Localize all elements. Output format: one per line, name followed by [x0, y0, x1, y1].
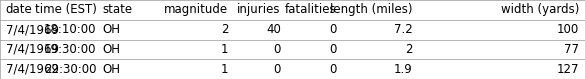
Text: 100: 100	[557, 23, 579, 36]
Text: OH: OH	[102, 23, 121, 36]
Text: fatalities: fatalities	[285, 3, 336, 16]
Text: length (miles): length (miles)	[330, 3, 412, 16]
Text: 0: 0	[329, 23, 336, 36]
Text: 1: 1	[221, 63, 228, 76]
Text: 0: 0	[273, 43, 281, 56]
Text: 1: 1	[221, 43, 228, 56]
Text: 19:30:00: 19:30:00	[44, 43, 97, 56]
Text: 7.2: 7.2	[394, 23, 412, 36]
Text: width (yards): width (yards)	[501, 3, 579, 16]
Text: state: state	[102, 3, 132, 16]
Text: 7/4/1969: 7/4/1969	[6, 43, 59, 56]
Text: 0: 0	[329, 63, 336, 76]
Text: 1.9: 1.9	[394, 63, 412, 76]
Text: 0: 0	[329, 43, 336, 56]
Text: injuries: injuries	[238, 3, 281, 16]
Text: magnitude: magnitude	[164, 3, 228, 16]
Text: 40: 40	[266, 23, 281, 36]
Text: 77: 77	[564, 43, 579, 56]
Text: date: date	[6, 3, 33, 16]
Text: 7/4/1969: 7/4/1969	[6, 63, 59, 76]
Text: 2: 2	[221, 23, 228, 36]
Text: 18:10:00: 18:10:00	[44, 23, 97, 36]
Text: 0: 0	[273, 63, 281, 76]
Text: 22:30:00: 22:30:00	[44, 63, 97, 76]
Text: OH: OH	[102, 43, 121, 56]
Text: time (EST): time (EST)	[35, 3, 97, 16]
Text: OH: OH	[102, 63, 121, 76]
Text: 127: 127	[557, 63, 579, 76]
Text: 7/4/1969: 7/4/1969	[6, 23, 59, 36]
Text: 2: 2	[405, 43, 412, 56]
